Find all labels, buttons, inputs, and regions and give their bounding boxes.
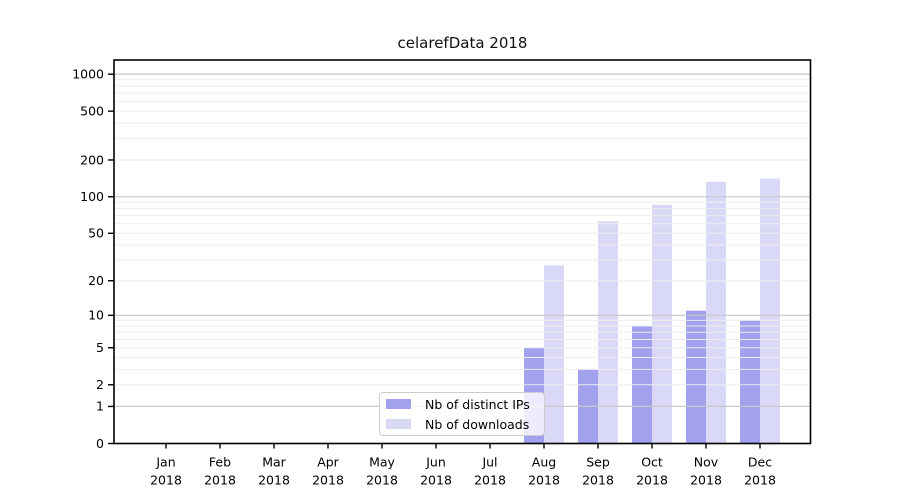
y-tick-label: 0 (96, 436, 104, 451)
x-tick-month-label: Jun (425, 455, 446, 470)
bars-group (524, 178, 780, 444)
x-tick-month-label: Dec (748, 455, 772, 470)
bar-downloads-aug (544, 265, 564, 444)
bar-ips-dec (740, 320, 760, 444)
legend: Nb of distinct IPs Nb of downloads (379, 392, 545, 436)
x-axis: Jan 2018 Feb 2018 Mar 2018 Apr 2018 May 2018 Jun 20… (150, 443, 776, 488)
x-tick-month-label: Mar (262, 455, 286, 470)
x-tick-year-label: 2018 (150, 473, 182, 488)
y-tick-label: 100 (80, 189, 104, 204)
y-tick-label: 500 (80, 103, 104, 118)
y-tick-label: 5 (96, 340, 104, 355)
y-tick-label: 1 (96, 399, 104, 414)
y-tick-label: 20 (88, 273, 104, 288)
y-tick-label: 10 (88, 308, 104, 323)
x-tick-month-label: Nov (694, 455, 719, 470)
x-tick-month-label: Oct (641, 455, 663, 470)
y-tick-label: 1000 (72, 66, 104, 81)
legend-swatch-downloads-icon (386, 419, 411, 429)
gridlines (114, 73, 811, 407)
bar-ips-nov (686, 310, 706, 444)
x-tick-year-label: 2018 (528, 473, 560, 488)
x-tick-year-label: 2018 (258, 473, 290, 488)
x-tick-year-label: 2018 (690, 473, 722, 488)
x-tick-month-label: Sep (586, 455, 610, 470)
legend-swatch-distinct-ips-icon (386, 399, 411, 409)
x-tick-year-label: 2018 (312, 473, 344, 488)
x-tick-month-label: Aug (532, 455, 556, 470)
x-tick-month-label: May (369, 455, 395, 470)
chart-title: celarefData 2018 (397, 34, 528, 52)
bar-downloads-nov (706, 181, 726, 444)
legend-row-distinct-ips: Nb of distinct IPs (386, 395, 544, 413)
plot-border (113, 59, 812, 445)
x-tick-month-label: Apr (317, 455, 339, 470)
legend-label-distinct-ips: Nb of distinct IPs (425, 396, 530, 412)
legend-label-downloads: Nb of downloads (425, 416, 530, 432)
y-tick-label: 200 (80, 152, 104, 167)
x-tick-month-label: Feb (209, 455, 231, 470)
y-tick-label: 50 (88, 226, 104, 241)
bar-downloads-dec (760, 178, 780, 444)
bar-downloads-oct (652, 204, 672, 444)
x-tick-year-label: 2018 (204, 473, 236, 488)
x-tick-year-label: 2018 (420, 473, 452, 488)
x-tick-year-label: 2018 (582, 473, 614, 488)
y-axis: 0 1 2 5 10 20 50 100 200 500 1000 (72, 66, 114, 451)
x-tick-year-label: 2018 (744, 473, 776, 488)
x-tick-month-label: Jul (481, 455, 497, 470)
legend-row-downloads: Nb of downloads (386, 415, 544, 433)
x-tick-year-label: 2018 (636, 473, 668, 488)
x-tick-month-label: Jan (155, 455, 175, 470)
x-tick-year-label: 2018 (474, 473, 506, 488)
x-tick-year-label: 2018 (366, 473, 398, 488)
y-tick-label: 2 (96, 377, 104, 392)
